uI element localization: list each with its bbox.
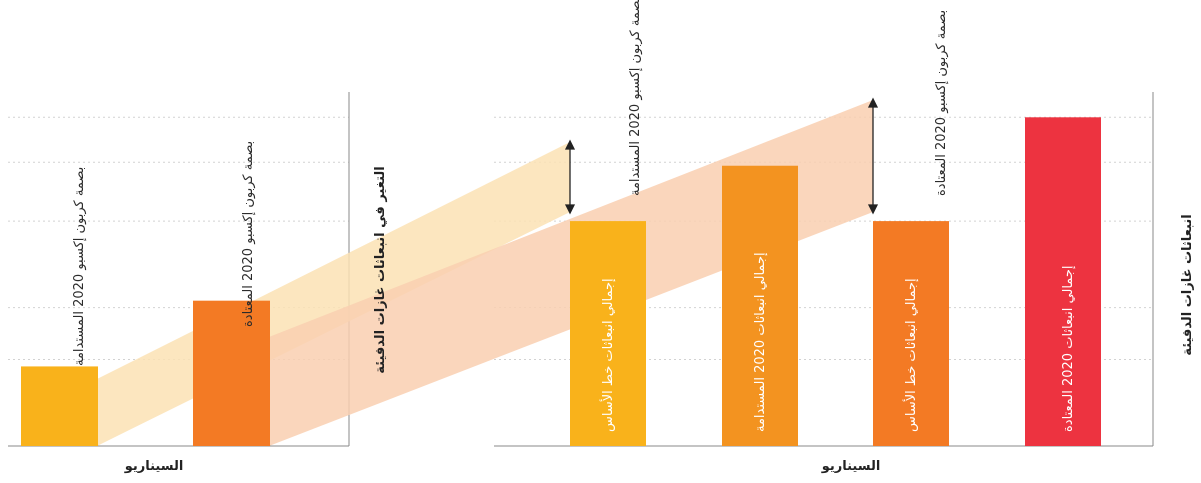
bar xyxy=(873,221,949,446)
bar xyxy=(21,366,98,446)
bar xyxy=(193,300,270,446)
bars-layer xyxy=(21,117,1101,447)
left-y-axis-title: التغير في انبعاثات غازات الدفيئة xyxy=(373,166,388,373)
right-x-axis-title: السيناريو xyxy=(821,459,881,474)
left-category-label: بصمة كربون إكسبو 2020 المستدامة xyxy=(72,167,87,366)
arrow-sustainable xyxy=(564,139,576,215)
annotation-usual-footprint: بصمة كربون إكسبو 2020 المعتادة xyxy=(934,10,949,196)
bar-label: إجمالي انبعاثات 2020 المستدامة xyxy=(753,252,768,432)
bar-label: إجمالي انبعاثات 2020 المعتادة xyxy=(1061,266,1076,432)
left-category-label: بصمة كربون إكسبو 2020 المعتادة xyxy=(241,141,256,327)
arrow-usual xyxy=(867,97,879,215)
right-y-axis-title: انبعاثات غازات الدفيئة xyxy=(1180,214,1195,355)
bar xyxy=(570,221,646,446)
annotation-sustainable-footprint: بصمة كربون إكسبو 2020 المستدامة xyxy=(628,0,643,196)
bar-label: إجمالي انبعاثات خط الأساس xyxy=(599,278,616,432)
left-x-axis-title: السيناريو xyxy=(124,459,184,474)
bar-label: إجمالي انبعاثات خط الأساس xyxy=(902,278,919,432)
bar xyxy=(722,165,798,447)
bar xyxy=(1025,117,1101,447)
